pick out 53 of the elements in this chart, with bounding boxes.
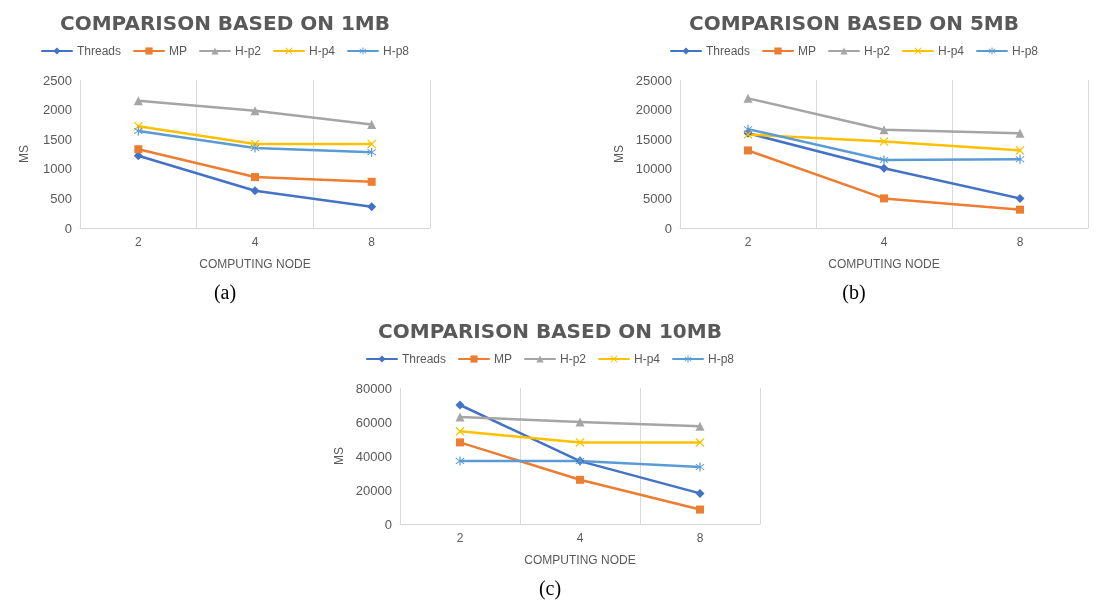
x-tick-label: 4 bbox=[576, 531, 584, 545]
x-axis-title: COMPUTING NODE bbox=[524, 553, 636, 567]
x-axis-title: COMPUTING NODE bbox=[828, 257, 940, 271]
x-tick-label: 2 bbox=[744, 235, 752, 249]
legend-label: H-p8 bbox=[1012, 44, 1039, 58]
legend-label: H-p2 bbox=[235, 44, 262, 58]
y-tick-label: 40000 bbox=[355, 448, 392, 464]
y-tick-label: 20000 bbox=[355, 482, 392, 498]
text: (b) bbox=[842, 281, 866, 304]
legend-label: H-p4 bbox=[634, 352, 661, 366]
x-tick-label: 8 bbox=[696, 531, 704, 545]
legend-label: Threads bbox=[705, 44, 751, 58]
x-tick-label: 8 bbox=[368, 235, 376, 249]
y-tick-label: 10000 bbox=[635, 161, 672, 177]
x-tick-label: 4 bbox=[880, 235, 888, 249]
text: (c) bbox=[538, 577, 562, 600]
chart-title: COMPARISON BASED ON 1MB bbox=[60, 11, 390, 35]
legend-label: MP bbox=[169, 44, 187, 58]
legend-label: H-p4 bbox=[309, 44, 336, 58]
chart-title: COMPARISON BASED ON 10MB bbox=[378, 319, 722, 343]
y-tick-label: 80000 bbox=[355, 380, 392, 396]
y-tick-label: 5000 bbox=[643, 190, 672, 206]
legend-label: H-p2 bbox=[864, 44, 891, 58]
y-tick-label: 0 bbox=[384, 516, 392, 532]
y-tick-label: 60000 bbox=[355, 414, 392, 430]
y-axis-title: MS bbox=[17, 145, 31, 163]
y-tick-label: 1000 bbox=[43, 161, 72, 177]
x-tick-label: 2 bbox=[456, 531, 464, 545]
y-tick-label: 2500 bbox=[43, 72, 72, 88]
x-tick-label: 8 bbox=[1016, 235, 1024, 249]
x-axis-title: COMPUTING NODE bbox=[199, 257, 311, 271]
y-tick-label: 25000 bbox=[635, 72, 672, 88]
legend-label: MP bbox=[798, 44, 816, 58]
legend-label: H-p8 bbox=[708, 352, 735, 366]
chart-title: COMPARISON BASED ON 5MB bbox=[689, 11, 1019, 35]
x-tick-label: 2 bbox=[134, 235, 142, 249]
legend-label: H-p8 bbox=[383, 44, 410, 58]
y-axis-title: MS bbox=[611, 145, 626, 163]
y-tick-label: 0 bbox=[64, 220, 72, 236]
y-tick-label: 500 bbox=[50, 190, 72, 206]
text: (a) bbox=[213, 281, 237, 304]
legend-label: H-p4 bbox=[938, 44, 965, 58]
y-tick-label: 20000 bbox=[635, 102, 672, 118]
legend-label: MP bbox=[494, 352, 512, 366]
legend-label: Threads bbox=[76, 44, 122, 58]
y-axis-title: MS bbox=[331, 447, 346, 465]
y-tick-label: 2000 bbox=[43, 102, 72, 118]
y-tick-label: 0 bbox=[664, 220, 672, 236]
legend-label: H-p2 bbox=[560, 352, 587, 366]
x-tick-label: 4 bbox=[251, 235, 259, 249]
legend-label: Threads bbox=[401, 352, 447, 366]
y-tick-label: 15000 bbox=[635, 131, 672, 147]
y-tick-label: 1500 bbox=[43, 131, 72, 147]
